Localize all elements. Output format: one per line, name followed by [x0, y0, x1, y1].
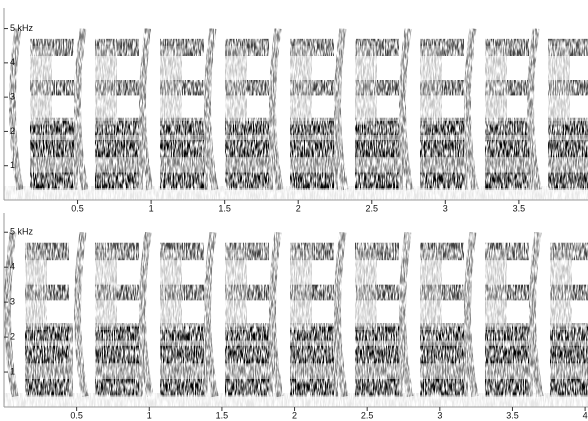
call-band: [355, 346, 399, 363]
y-tick-label: 3: [10, 297, 15, 307]
call-streaks: [485, 250, 507, 330]
y-tick-label: 5 kHz: [10, 23, 34, 33]
call-streaks: [420, 250, 442, 330]
call-band: [355, 173, 399, 188]
x-tick-label: 0.5: [70, 410, 83, 420]
call-band: [225, 173, 269, 188]
x-tick-label: 1: [147, 410, 152, 420]
call-streaks: [225, 46, 247, 125]
call-streaks: [290, 250, 312, 330]
x-tick-label: 1.5: [216, 410, 229, 420]
call-band: [95, 140, 139, 157]
call-band: [548, 140, 588, 157]
call-band: [290, 379, 334, 395]
call-band: [290, 346, 334, 363]
y-tick-label: 4: [10, 262, 15, 272]
x-tick-label: 3: [437, 410, 442, 420]
call-band: [30, 140, 74, 157]
call-band: [355, 379, 399, 395]
x-tick-label: 2: [296, 203, 301, 213]
call-streaks: [95, 46, 117, 125]
y-tick-label: 5 kHz: [10, 227, 34, 237]
call-streaks: [25, 250, 47, 330]
y-tick-label: 1: [10, 160, 15, 170]
y-tick-label: 2: [10, 126, 15, 136]
call-band: [485, 140, 529, 157]
x-tick-label: 2.5: [366, 203, 379, 213]
call-band: [25, 346, 69, 363]
call-band: [95, 379, 139, 395]
call-streaks: [355, 46, 377, 125]
spectrogram-view: 5 kHz 4 3 2 1 0.5 1 1.5 2 2.5 3 3.5 5 kHz 4 3 2 1 0.5 1 1.5…: [0, 0, 588, 421]
call-streaks: [355, 250, 377, 330]
x-tick-label: 4: [583, 410, 588, 420]
x-tick-label: 3.5: [513, 203, 526, 213]
call-band: [420, 346, 464, 363]
call-band: [30, 173, 74, 188]
call-band: [420, 379, 464, 395]
y-tick-label: 1: [10, 366, 15, 376]
y-tick-label: 4: [10, 57, 15, 67]
call-band: [95, 346, 139, 363]
y-tick-label: 3: [10, 92, 15, 102]
call-streaks: [225, 250, 247, 330]
call-band: [485, 346, 529, 363]
call-band: [355, 140, 399, 157]
call-band: [160, 346, 204, 363]
x-tick-label: 3.5: [506, 410, 519, 420]
call-band: [550, 346, 588, 363]
x-tick-label: 1: [149, 203, 154, 213]
call-band: [485, 173, 529, 188]
call-streaks: [485, 46, 507, 125]
call-band: [485, 379, 529, 395]
call-band: [95, 173, 139, 188]
x-tick-label: 3: [443, 203, 448, 213]
call-streaks: [95, 250, 117, 330]
y-tick-label: 2: [10, 331, 15, 341]
x-tick-label: 1.5: [218, 203, 231, 213]
call-band: [290, 140, 334, 157]
call-band: [160, 140, 204, 157]
call-band: [420, 173, 464, 188]
call-streaks: [160, 250, 182, 330]
call-streaks: [550, 250, 572, 330]
call-band: [25, 379, 69, 395]
x-tick-label: 2.5: [361, 410, 374, 420]
call-band: [225, 346, 269, 363]
x-tick-label: 2: [292, 410, 297, 420]
call-streaks: [548, 46, 570, 125]
call-streaks: [160, 46, 182, 125]
call-band: [225, 379, 269, 395]
call-band: [550, 379, 588, 395]
call-streaks: [290, 46, 312, 125]
x-tick-label: 0.5: [71, 203, 84, 213]
call-band: [548, 173, 588, 188]
call-band: [160, 173, 204, 188]
call-streaks: [30, 46, 52, 125]
call-band: [290, 173, 334, 188]
call-band: [160, 379, 204, 395]
call-streaks: [420, 46, 442, 125]
call-band: [420, 140, 464, 157]
call-band: [225, 140, 269, 157]
